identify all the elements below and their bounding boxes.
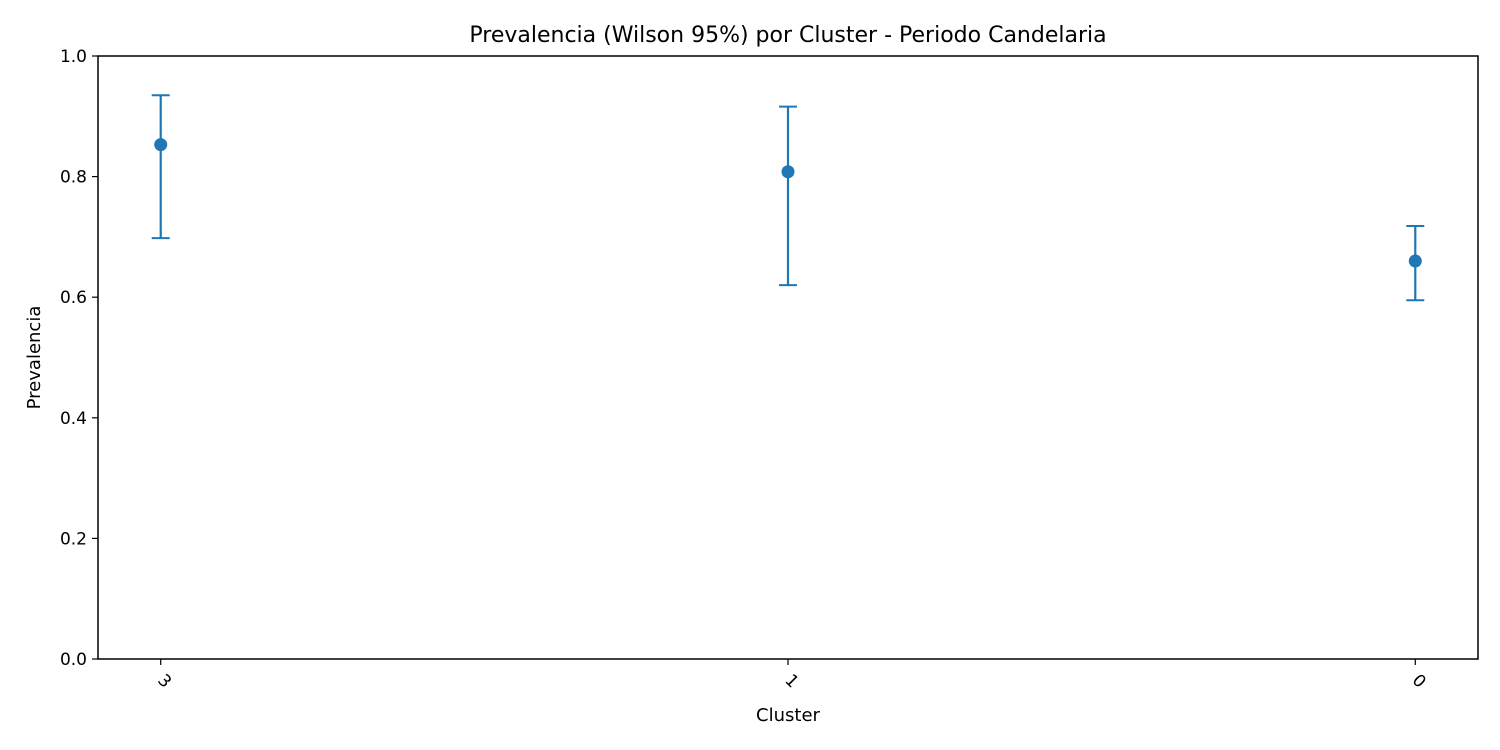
chart-title: Prevalencia (Wilson 95%) por Cluster - P… (469, 23, 1106, 48)
y-axis-label: Prevalencia (24, 306, 45, 410)
x-tick-label: 1 (781, 671, 803, 693)
y-tick-label: 0.4 (60, 409, 87, 429)
y-tick-label: 0.2 (60, 529, 87, 549)
data-point (1408, 254, 1422, 268)
y-tick-label: 0.6 (60, 288, 87, 308)
x-tick-label: 3 (153, 671, 175, 693)
x-tick-label: 0 (1408, 671, 1430, 693)
data-point (154, 138, 168, 152)
data-point (781, 165, 795, 179)
x-axis-label: Cluster (756, 705, 820, 726)
y-tick-label: 0.8 (60, 168, 87, 188)
plot-frame (97, 55, 1479, 660)
y-tick-label: 0.0 (60, 650, 87, 670)
plot-area: 0.0 0.2 0.4 0.6 0.8 1.0 3 1 0 (60, 47, 1430, 692)
y-tick-label: 1.0 (60, 47, 87, 67)
